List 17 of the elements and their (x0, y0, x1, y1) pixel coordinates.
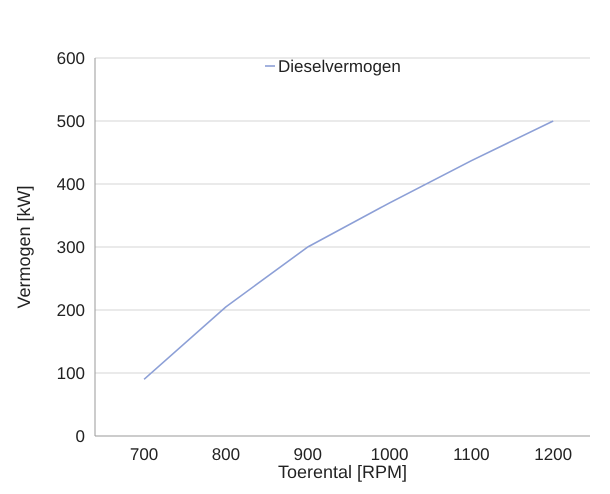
x-axis-title: Toerental [RPM] (278, 462, 408, 482)
line-series (143, 120, 554, 380)
y-tick-label: 400 (56, 174, 85, 194)
y-tick-label: 200 (56, 300, 85, 320)
y-tick-label: 500 (56, 112, 85, 131)
legend-label: Dieselvermogen (278, 56, 401, 76)
x-tick-label: 900 (294, 445, 322, 464)
x-tick-label: 1100 (453, 445, 490, 464)
y-tick-label: 300 (56, 238, 85, 257)
y-tick-label: 600 (56, 48, 85, 68)
y-tick-label: 100 (56, 364, 85, 383)
x-tick-label: 1200 (534, 445, 572, 464)
x-tick-label: 1000 (370, 445, 408, 464)
y-tick-label: 0 (76, 426, 85, 446)
x-tick-label: 700 (130, 445, 158, 464)
x-tick-label: 800 (212, 445, 240, 464)
y-axis-title: Vermogen [kW] (14, 185, 34, 309)
